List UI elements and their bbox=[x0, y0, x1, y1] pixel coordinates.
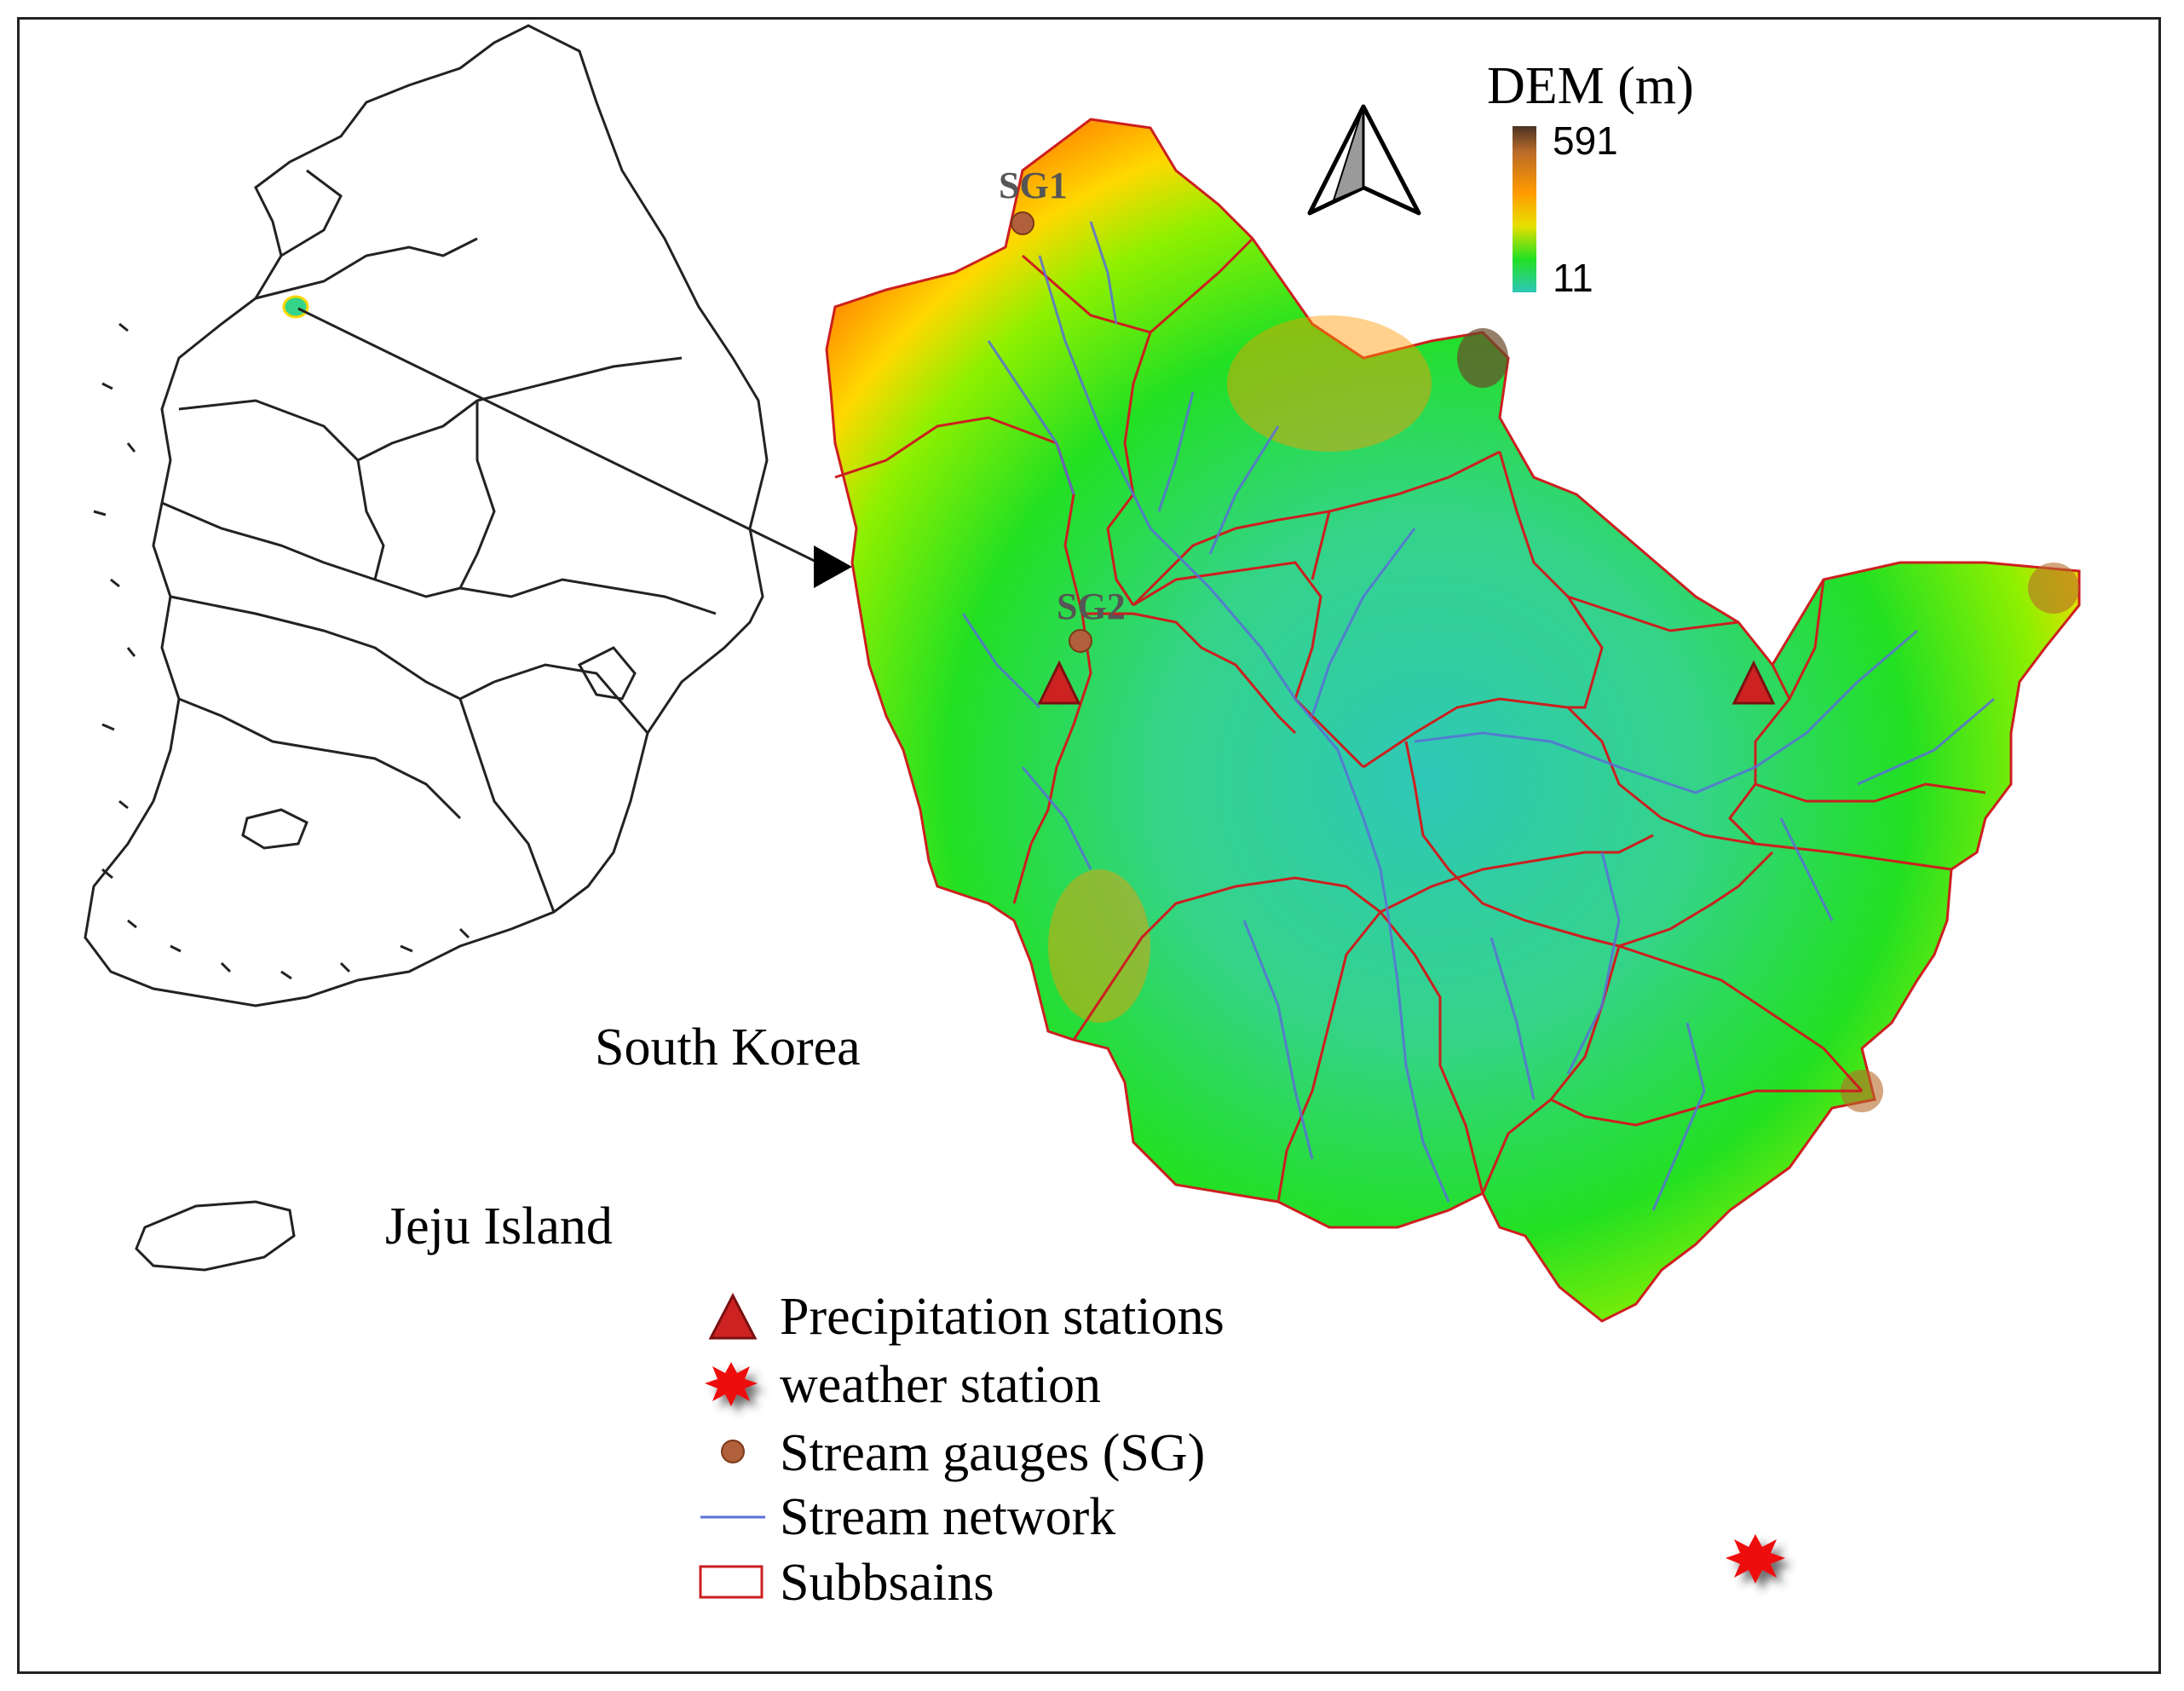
province-border-10 bbox=[356, 459, 385, 580]
legend-item-weather: weather station bbox=[780, 1355, 1101, 1415]
province-border-8 bbox=[458, 698, 556, 913]
peak-north bbox=[1457, 328, 1508, 388]
sg1-label: SG1 bbox=[999, 164, 1068, 206]
high-terrain-north bbox=[1227, 315, 1432, 452]
locator-arrow-line bbox=[297, 307, 827, 568]
sg2-label: SG2 bbox=[1057, 586, 1126, 627]
stream-network bbox=[961, 221, 1995, 1211]
jeju-outline bbox=[135, 1200, 296, 1272]
dem-legend-min: 11 bbox=[1553, 256, 1593, 300]
high-terrain-southwest bbox=[1048, 869, 1150, 1023]
precipitation-station-2 bbox=[1732, 660, 1776, 705]
watershed-dem bbox=[825, 118, 2081, 1323]
watershed bbox=[825, 118, 2081, 1323]
province-border-2 bbox=[280, 169, 343, 257]
legend-circle-icon bbox=[721, 1440, 745, 1463]
legend-item-precipitation: Precipitation stations bbox=[780, 1287, 1225, 1347]
island-label: Jeju Island bbox=[385, 1198, 613, 1255]
daegu-outline bbox=[577, 646, 637, 701]
province-border-11 bbox=[458, 401, 496, 589]
legend-label: Stream network bbox=[780, 1487, 1116, 1546]
province-border-7 bbox=[459, 578, 717, 615]
province-border-6 bbox=[178, 697, 462, 820]
province-border-4 bbox=[161, 501, 461, 598]
country-label: South Korea bbox=[595, 1019, 861, 1076]
legend-item-gauges: Stream gauges (SG) bbox=[780, 1423, 1205, 1483]
legend-item-streams: Stream network bbox=[780, 1487, 1115, 1547]
legend-label: Subbsains bbox=[780, 1553, 994, 1612]
province-border-9 bbox=[493, 663, 649, 734]
legend-label: Stream gauges (SG) bbox=[780, 1423, 1206, 1482]
dem-colorbar bbox=[1513, 126, 1536, 292]
legend-item-subbasins: Subbsains bbox=[780, 1553, 994, 1613]
legend-label: weather station bbox=[780, 1355, 1102, 1414]
watershed-location-mark bbox=[282, 295, 309, 319]
gwangju-outline bbox=[241, 808, 308, 850]
korea-outline bbox=[84, 24, 769, 1007]
legend-subbasin-rect-icon bbox=[699, 1565, 764, 1599]
precipitation-station-1 bbox=[1037, 660, 1081, 705]
province-border-3 bbox=[178, 356, 683, 462]
dem-legend-title: DEM (m) bbox=[1487, 57, 1694, 115]
stream-gauge-sg1 bbox=[1011, 211, 1034, 235]
legend-star-icon bbox=[705, 1362, 758, 1406]
stream-gauge-sg2 bbox=[1069, 629, 1092, 653]
locator-arrow-head bbox=[814, 545, 852, 588]
peak-east bbox=[2028, 563, 2079, 614]
weather-station-marker bbox=[1726, 1534, 1785, 1584]
dem-legend-max: 591 bbox=[1553, 118, 1618, 163]
legend-label: Precipitation stations bbox=[780, 1287, 1225, 1346]
province-border-1 bbox=[255, 237, 478, 300]
west-coast-islands bbox=[93, 322, 470, 980]
subbasin-boundaries bbox=[834, 237, 1986, 1203]
north-arrow-icon bbox=[1307, 104, 1421, 216]
korea-map bbox=[84, 24, 769, 1272]
map-frame bbox=[17, 17, 2161, 1674]
legend-triangle-icon bbox=[708, 1292, 758, 1340]
province-border-5 bbox=[170, 595, 495, 701]
